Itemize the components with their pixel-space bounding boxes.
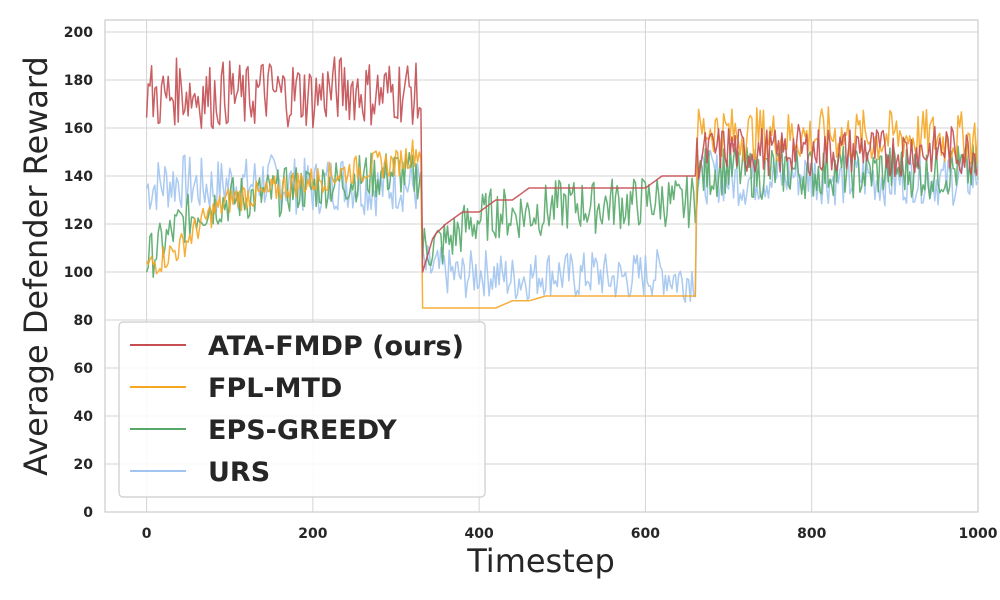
series-layer xyxy=(145,56,979,309)
legend-label-eps-greedy: EPS-GREEDY xyxy=(208,415,397,446)
x-tick-labels: 0 200 400 600 800 1000 xyxy=(142,526,998,542)
legend-label-fpl-mtd: FPL-MTD xyxy=(208,373,342,404)
y-tick-label: 120 xyxy=(64,217,93,233)
y-tick-label: 180 xyxy=(64,73,93,89)
series-line-fpl-mtd xyxy=(145,106,979,309)
x-tick-label: 600 xyxy=(631,526,660,542)
legend-label-urs: URS xyxy=(208,457,270,488)
x-axis-title: Timestep xyxy=(466,542,615,580)
x-tick-label: 200 xyxy=(298,526,327,542)
plot-frame xyxy=(104,19,979,513)
y-tick-label: 20 xyxy=(74,457,94,473)
x-tick-label: 1000 xyxy=(959,526,998,542)
series-line-ata-fmdp-ours xyxy=(145,56,979,273)
x-tick-label: 0 xyxy=(142,526,152,542)
y-tick-label: 40 xyxy=(74,409,94,425)
legend-label-ata-fmdp: ATA-FMDP (ours) xyxy=(208,331,464,362)
y-tick-label: 100 xyxy=(64,265,93,281)
x-tick-label: 400 xyxy=(465,526,494,542)
y-tick-label: 200 xyxy=(64,25,93,41)
series-line-urs xyxy=(145,149,979,303)
x-tick-label: 800 xyxy=(797,526,826,542)
y-tick-labels: 0 20 40 60 80 100 120 140 160 180 200 xyxy=(64,25,93,521)
legend: ATA-FMDP (ours) FPL-MTD EPS-GREEDY URS xyxy=(118,321,486,498)
y-tick-label: 80 xyxy=(74,313,94,329)
legend-box xyxy=(118,321,486,498)
y-tick-label: 160 xyxy=(64,121,93,137)
y-tick-label: 60 xyxy=(74,361,94,377)
y-tick-label: 0 xyxy=(83,505,93,521)
y-tick-label: 140 xyxy=(64,169,93,185)
y-axis-title: Average Defender Reward xyxy=(17,56,55,476)
